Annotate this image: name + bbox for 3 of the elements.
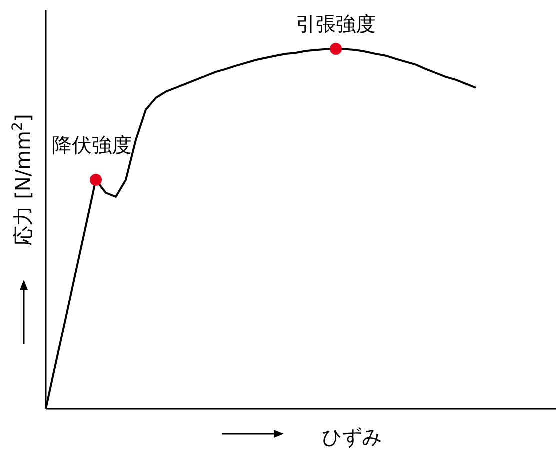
annotation: 降伏強度 xyxy=(52,133,132,158)
x-axis-title: ひずみ xyxy=(322,425,382,449)
text: 引張強度 xyxy=(296,12,376,36)
